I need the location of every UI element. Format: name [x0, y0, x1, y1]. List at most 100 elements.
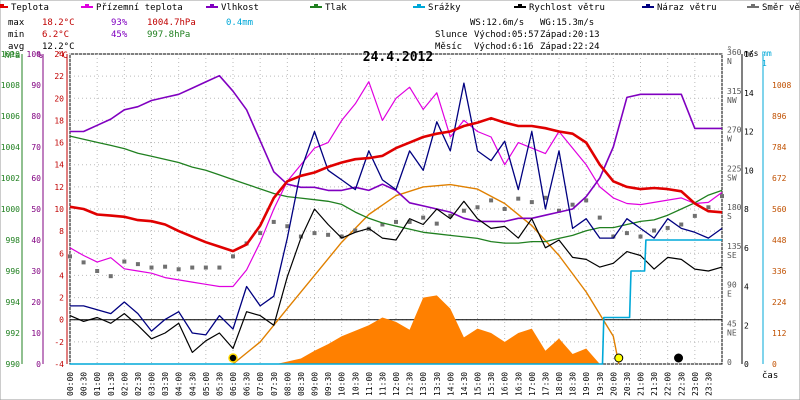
x-axis-tick: 01:00 — [93, 372, 102, 396]
legend-line — [310, 6, 322, 8]
series-temperature-line — [69, 116, 723, 253]
celsius-axis-tick: 24 — [54, 50, 64, 59]
grid — [69, 53, 723, 365]
wind-axis-tick: 14 — [744, 89, 754, 98]
rain-axis-tick: 784 — [772, 143, 787, 152]
series-wind-direction-point — [326, 232, 331, 237]
celsius-axis-tick: -2 — [54, 338, 64, 347]
series-wind-direction-point — [584, 198, 589, 203]
series-wind-gust-line — [70, 82, 723, 336]
legend-line — [747, 6, 759, 8]
celsius-axis-tick: 18 — [54, 116, 64, 125]
series-wind-direction-point — [203, 265, 208, 270]
rain-axis-tick: 448 — [772, 236, 787, 245]
rain-axis-label: mm — [762, 49, 772, 58]
rain-axis-tick: 336 — [772, 267, 787, 276]
series-wind-direction-point — [597, 215, 602, 220]
x-axis-tick: 08:00 — [283, 372, 292, 396]
chart-title: 24.4.2012 — [363, 50, 433, 65]
wind-axis-label: m/s — [744, 49, 759, 58]
direction-axis-tick: 270 — [727, 126, 742, 135]
x-axis-tick: 00:00 — [66, 372, 75, 396]
stats-wg: WG:15.3m/s — [540, 18, 594, 28]
direction-axis-name: SE — [727, 251, 737, 260]
x-axis-tick: 18:00 — [555, 372, 564, 396]
series-wind-direction-point — [176, 267, 181, 272]
rain-axis-tick: 0 — [772, 360, 777, 369]
series-wind-direction-point — [475, 205, 480, 210]
hpa-axis-tick: 994 — [6, 298, 21, 307]
x-axis-tick: 10:00 — [338, 372, 347, 396]
series-wind-direction-point — [353, 228, 358, 233]
x-axis-tick: 20:30 — [623, 372, 632, 396]
percent-axis-tick: 10 — [31, 329, 41, 338]
percent-axis-tick: 60 — [31, 174, 41, 183]
x-axis-tick: 16:30 — [514, 372, 523, 396]
series-wind-direction-point — [665, 225, 670, 230]
direction-axis-name: SW — [727, 173, 737, 182]
rain-axis-tick: 224 — [772, 298, 787, 307]
x-axis-tick: 13:30 — [433, 372, 442, 396]
series-pressure-line — [69, 135, 723, 244]
x-axis-tick: 04:00 — [175, 372, 184, 396]
hpa-axis-label: hPa — [4, 51, 20, 61]
series-wind-direction-point — [652, 228, 657, 233]
rain-axis-top-label: 1 — [762, 59, 767, 68]
moonset-marker — [674, 353, 684, 363]
axes: 9909929949969981000100210041006100810100… — [1, 45, 792, 396]
stats-avg-label: avg — [8, 42, 24, 52]
series-wind-direction-point — [434, 221, 439, 226]
rain-axis-tick: 896 — [772, 112, 787, 121]
series-wind-direction-point — [394, 219, 398, 224]
series-wind-direction-point — [516, 196, 521, 201]
x-axis-tick: 02:00 — [120, 372, 129, 396]
stats-temp-max: 18.2°C — [42, 18, 75, 28]
series-wind-direction-point — [339, 234, 344, 239]
legend-line — [642, 6, 654, 8]
x-axis-tick: 21:00 — [637, 372, 646, 396]
series-wind-direction-point — [380, 222, 385, 227]
legend-line — [514, 6, 526, 8]
celsius-axis-tick: 2 — [59, 294, 64, 303]
x-axis-tick: 01:30 — [107, 372, 116, 396]
series-wind-direction-point — [611, 234, 616, 239]
series-sun-elevation — [232, 183, 620, 365]
x-axis-tick: 14:00 — [446, 372, 455, 396]
wind-axis-tick: 4 — [744, 283, 749, 292]
series-wind-direction-point — [624, 231, 629, 236]
direction-axis-tick: 90 — [727, 281, 737, 290]
stats-moon-set: Západ:22:24 — [540, 42, 600, 52]
celsius-axis-tick: 16 — [54, 139, 64, 148]
series-wind-direction-point — [81, 260, 86, 265]
hpa-axis-tick: 1000 — [1, 205, 20, 214]
celsius-axis-tick: 4 — [59, 271, 64, 280]
x-axis-tick: 23:00 — [691, 372, 700, 396]
x-axis-tick: 16:00 — [501, 372, 510, 396]
x-axis-tick: 00:30 — [80, 372, 89, 396]
series-wind-direction-point — [529, 200, 534, 205]
percent-axis-tick: 50 — [31, 205, 41, 214]
x-axis-tick: 21:30 — [650, 372, 659, 396]
percent-axis-tick: 30 — [31, 267, 41, 276]
x-axis-tick: 09:30 — [324, 372, 333, 396]
wind-axis-tick: 0 — [744, 360, 749, 369]
x-axis-tick: 13:00 — [419, 372, 428, 396]
series-wind-direction-point — [679, 222, 684, 227]
hpa-axis-tick: 992 — [6, 329, 21, 338]
hpa-axis-tick: 996 — [6, 267, 21, 276]
hpa-axis-tick: 1002 — [1, 174, 20, 183]
wind-axis-tick: 8 — [744, 205, 749, 214]
percent-axis-tick: 0 — [36, 360, 41, 369]
legend-line — [206, 6, 218, 8]
direction-axis-tick: 0 — [727, 358, 732, 367]
series-wind-direction-point — [95, 269, 100, 273]
series-wind-direction-point — [68, 254, 72, 259]
series-wind-direction-point — [108, 274, 113, 279]
hpa-axis-tick: 1008 — [1, 81, 20, 90]
stats-temp-avg: 12.2°C — [42, 42, 75, 52]
series-wind-direction-point — [163, 264, 168, 269]
legend-item-label: Teplota — [11, 3, 49, 13]
x-axis-tick: 11:30 — [378, 372, 387, 396]
series-humidity-line — [70, 74, 722, 223]
